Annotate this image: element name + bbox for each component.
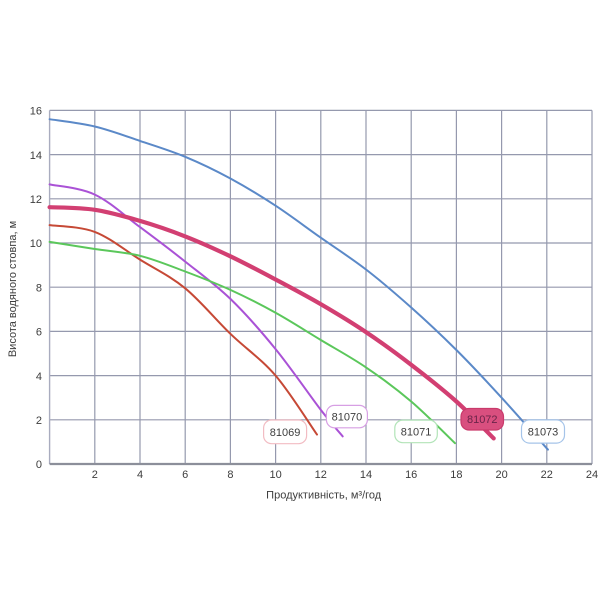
svg-text:81072: 81072 (467, 414, 498, 426)
svg-text:6: 6 (36, 327, 42, 339)
svg-text:6: 6 (182, 469, 188, 481)
svg-text:Висота водяного стовпа, м: Висота водяного стовпа, м (7, 221, 19, 357)
svg-text:81071: 81071 (401, 426, 432, 438)
svg-text:8: 8 (36, 282, 42, 294)
svg-text:22: 22 (541, 469, 553, 481)
svg-text:81070: 81070 (332, 412, 363, 424)
svg-text:14: 14 (30, 150, 42, 162)
svg-text:12: 12 (30, 194, 42, 206)
svg-text:8: 8 (227, 469, 233, 481)
svg-text:2: 2 (36, 415, 42, 427)
svg-text:10: 10 (269, 469, 281, 481)
svg-text:2: 2 (92, 469, 98, 481)
svg-text:14: 14 (360, 469, 372, 481)
svg-text:Продуктивність, м³/год: Продуктивність, м³/год (266, 490, 382, 502)
svg-text:10: 10 (30, 238, 42, 250)
svg-text:81073: 81073 (528, 426, 559, 438)
svg-text:16: 16 (30, 106, 42, 118)
svg-text:18: 18 (450, 469, 462, 481)
svg-text:12: 12 (315, 469, 327, 481)
svg-text:20: 20 (495, 469, 507, 481)
svg-text:0: 0 (36, 459, 42, 471)
svg-text:16: 16 (405, 469, 417, 481)
svg-text:4: 4 (36, 371, 42, 383)
svg-text:81069: 81069 (270, 427, 301, 439)
svg-text:4: 4 (137, 469, 143, 481)
svg-text:24: 24 (586, 469, 598, 481)
